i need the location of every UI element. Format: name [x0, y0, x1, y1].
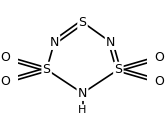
- Text: N: N: [106, 36, 115, 49]
- Text: S: S: [79, 16, 86, 29]
- Text: S: S: [43, 63, 51, 76]
- Text: O: O: [154, 51, 164, 64]
- Text: N: N: [50, 36, 59, 49]
- Text: O: O: [1, 51, 11, 64]
- Text: O: O: [1, 75, 11, 88]
- Text: H: H: [78, 105, 87, 115]
- Text: S: S: [114, 63, 122, 76]
- Text: N: N: [78, 87, 87, 100]
- Text: O: O: [154, 75, 164, 88]
